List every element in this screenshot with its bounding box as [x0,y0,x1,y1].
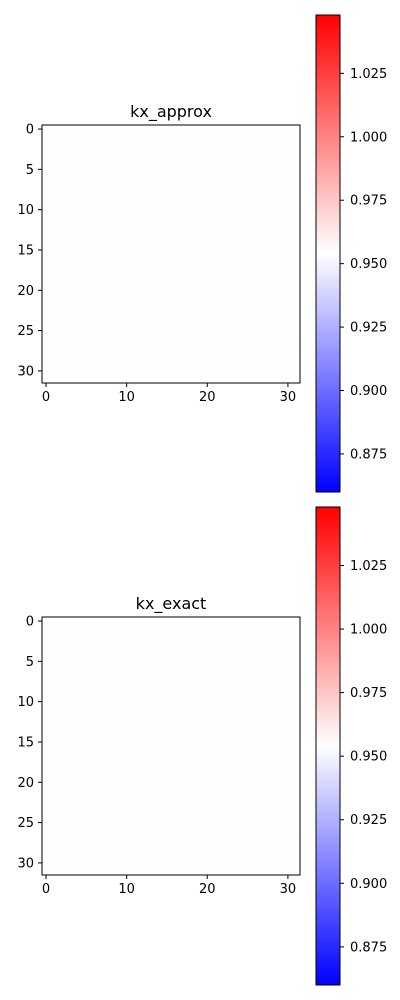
x-tick-label: 0 [42,390,50,405]
colorbar [315,506,341,986]
chart-title: kx_exact [136,594,207,614]
colorbar-tick-label: 0.950 [350,750,387,765]
y-tick-label: 30 [17,364,34,379]
heatmap-area [41,124,301,384]
colorbar-tick-label: 0.925 [350,813,387,828]
colorbar-tick-label: 0.875 [350,940,387,955]
y-tick-label: 0 [26,615,34,630]
y-tick-label: 15 [17,735,34,750]
x-tick-label: 20 [199,390,216,405]
x-tick-label: 0 [42,882,50,897]
heatmap-area [41,616,301,876]
y-tick-label: 25 [17,816,34,831]
colorbar-tick-label: 0.900 [350,877,387,892]
y-tick-label: 0 [26,123,34,138]
x-axis-ticks: 0 10 20 30 [42,875,296,897]
y-tick-label: 5 [26,163,34,178]
x-axis-ticks: 0 10 20 30 [42,383,296,405]
x-tick-label: 20 [199,882,216,897]
colorbar-tick-label: 1.000 [350,623,387,638]
colorbar-tick-label: 1.025 [350,67,387,82]
colorbar-tick-label: 1.025 [350,559,387,574]
colorbar-tick-label: 0.900 [350,384,387,399]
y-axis-ticks: 0 5 10 15 20 25 30 [17,123,42,379]
y-axis-ticks: 0 5 10 15 20 25 30 [17,615,42,871]
y-tick-label: 20 [17,776,34,791]
y-tick-label: 10 [17,695,34,710]
colorbar-ticks: 0.875 0.900 0.925 0.950 0.975 1.000 1.025 [340,67,387,462]
x-tick-label: 10 [118,390,135,405]
colorbar-tick-label: 0.925 [350,321,387,336]
y-tick-label: 15 [17,243,34,258]
panel-kx-approx: kx_approx 0 10 20 30 0 5 10 15 20 25 30 0.875 0.90… [17,14,387,493]
colorbar-tick-label: 0.975 [350,194,387,209]
y-tick-label: 25 [17,324,34,339]
y-tick-label: 5 [26,655,34,670]
y-tick-label: 30 [17,856,34,871]
colorbar-tick-label: 0.875 [350,447,387,462]
chart-title: kx_approx [130,102,212,122]
y-tick-label: 20 [17,284,34,299]
x-tick-label: 10 [118,882,135,897]
colorbar-ticks: 0.875 0.900 0.925 0.950 0.975 1.000 1.025 [340,559,387,955]
x-tick-label: 30 [280,882,297,897]
x-tick-label: 30 [280,390,297,405]
colorbar [315,14,341,493]
panel-kx-exact: kx_exact 0 10 20 30 0 5 10 15 20 25 30 0.875 0.900… [17,506,387,986]
y-tick-label: 10 [17,203,34,218]
colorbar-tick-label: 0.975 [350,686,387,701]
colorbar-tick-label: 1.000 [350,130,387,145]
colorbar-tick-label: 0.950 [350,257,387,272]
